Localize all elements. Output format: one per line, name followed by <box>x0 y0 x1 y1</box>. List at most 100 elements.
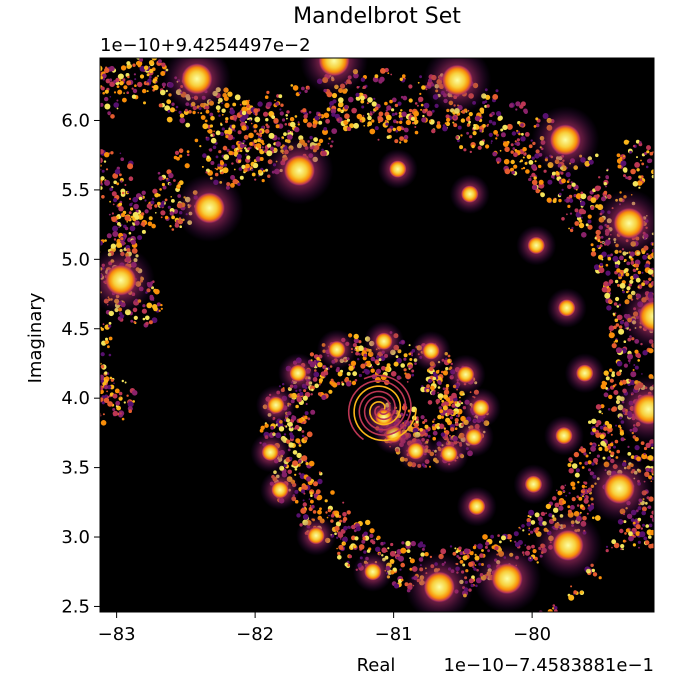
bulb <box>552 529 585 562</box>
filament-dot <box>414 102 418 105</box>
filament-dot <box>342 536 348 543</box>
filament-dot <box>146 73 150 77</box>
filament-dot <box>510 150 514 154</box>
filament-dot <box>651 477 654 480</box>
filament-dot <box>92 90 96 94</box>
filament-dot <box>604 292 611 299</box>
filament-dot <box>238 167 243 171</box>
filament-dot <box>490 638 492 640</box>
filament-dot <box>628 362 631 364</box>
filament-dot <box>661 277 665 281</box>
filament-dot <box>110 378 114 382</box>
filament-dot <box>143 101 146 105</box>
filament-dot <box>599 244 603 248</box>
filament-dot <box>162 185 167 190</box>
filament-dot <box>673 331 675 333</box>
filament-dot <box>266 125 270 129</box>
filament-dot <box>605 263 609 267</box>
filament-dot <box>512 147 516 150</box>
filament-dot <box>91 94 95 98</box>
filament-dot <box>652 255 654 260</box>
filament-dot <box>318 120 323 125</box>
filament-dot <box>438 381 442 385</box>
filament-dot <box>256 143 262 149</box>
filament-dot <box>296 396 303 403</box>
filament-dot <box>220 123 223 126</box>
filament-dot <box>616 449 620 454</box>
bulb <box>104 264 137 297</box>
filament-dot <box>440 548 447 555</box>
filament-dot <box>490 140 493 143</box>
filament-dot <box>654 170 656 172</box>
filament-dot <box>651 517 654 523</box>
filament-dot <box>241 125 247 131</box>
filament-dot <box>524 161 528 165</box>
filament-dot <box>616 268 621 273</box>
filament-dot <box>374 360 380 365</box>
filament-dot <box>137 64 141 68</box>
filament-dot <box>399 568 402 571</box>
filament-dot <box>419 92 422 95</box>
filament-dot <box>657 445 661 449</box>
filament-dot <box>361 539 366 544</box>
filament-dot <box>660 255 663 258</box>
filament-dot <box>449 416 453 420</box>
filament-dot <box>620 380 623 383</box>
filament-dot <box>178 148 184 153</box>
filament-dot <box>457 125 462 130</box>
filament-dot <box>632 268 637 272</box>
filament-dot <box>396 126 402 132</box>
filament-dot <box>366 549 371 553</box>
filament-dot <box>185 122 191 128</box>
filament-dot <box>614 312 617 315</box>
filament-dot <box>648 523 653 528</box>
filament-dot <box>387 547 390 550</box>
filament-dot <box>155 81 158 83</box>
filament-dot <box>627 452 632 456</box>
filament-dot <box>417 81 420 84</box>
filament-dot <box>514 542 520 548</box>
filament-dot <box>660 277 663 280</box>
filament-dot <box>670 262 675 267</box>
bulb <box>307 526 326 545</box>
filament-dot <box>217 110 220 113</box>
filament-dot <box>393 119 397 124</box>
filament-dot <box>178 110 182 114</box>
filament-dot <box>608 299 612 304</box>
filament-dot <box>305 460 308 463</box>
filament-dot <box>439 397 443 401</box>
filament-dot <box>415 429 418 431</box>
filament-dot <box>619 255 624 261</box>
filament-dot <box>596 244 600 248</box>
filament-dot <box>635 277 641 283</box>
filament-dot <box>235 179 239 183</box>
filament-dot <box>540 511 545 516</box>
filament-dot <box>131 202 133 205</box>
filament-dot <box>266 102 272 108</box>
bulb <box>557 298 576 317</box>
filament-dot <box>243 134 249 140</box>
filament-dot <box>205 136 208 139</box>
filament-dot <box>442 387 446 391</box>
filament-dot <box>367 115 372 121</box>
filament-dot <box>432 420 435 423</box>
filament-dot <box>608 325 615 332</box>
filament-dot <box>210 116 215 121</box>
y-tick-label: 6.0 <box>61 110 90 131</box>
filament-dot <box>384 101 388 106</box>
filament-dot <box>132 222 134 225</box>
filament-dot <box>530 530 534 534</box>
filament-dot <box>328 389 333 394</box>
filament-dot <box>338 544 344 550</box>
filament-dot <box>635 524 641 530</box>
filament-dot <box>226 148 230 152</box>
filament-dot <box>274 99 276 102</box>
filament-dot <box>287 421 293 428</box>
filament-dot <box>624 540 627 543</box>
filament-dot <box>616 360 623 367</box>
filament-dot <box>519 160 521 163</box>
filament-dot <box>93 347 97 351</box>
filament-dot <box>672 328 676 332</box>
filament-dot <box>431 109 435 113</box>
filament-dot <box>620 544 625 549</box>
